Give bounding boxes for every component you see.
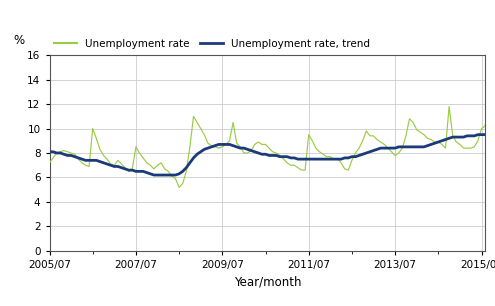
Legend: Unemployment rate, Unemployment rate, trend: Unemployment rate, Unemployment rate, tr…: [50, 35, 374, 53]
Y-axis label: %: %: [13, 34, 25, 47]
X-axis label: Year/month: Year/month: [234, 275, 301, 289]
